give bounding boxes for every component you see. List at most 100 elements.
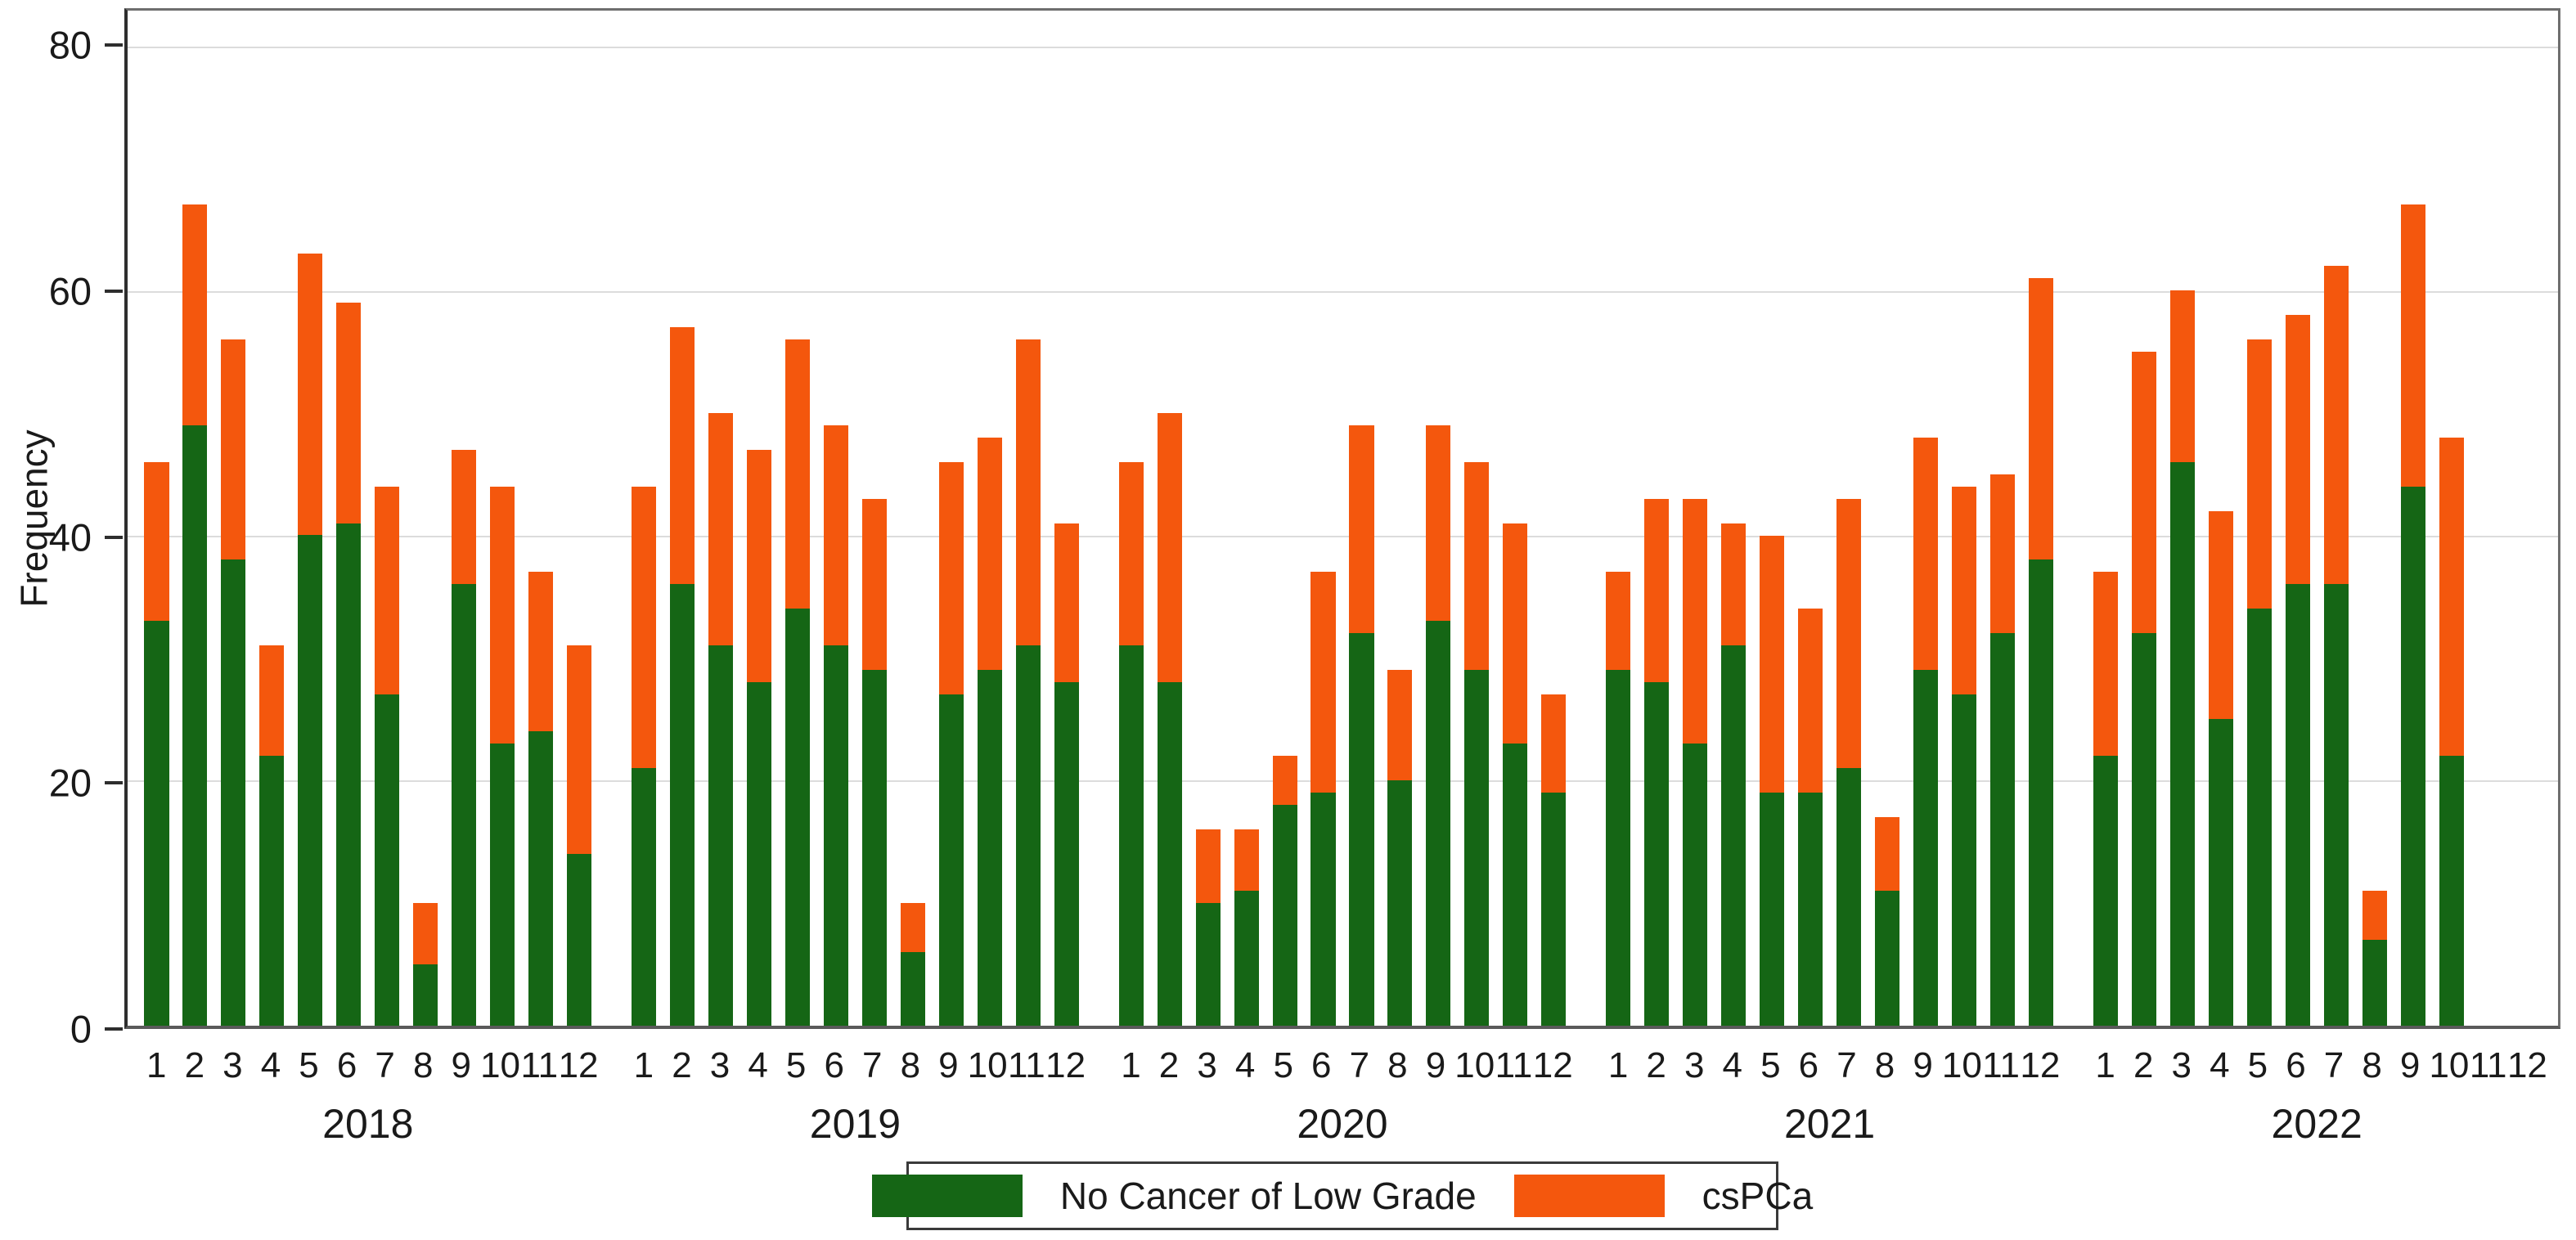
bar-segment-cspca-2019-10 bbox=[977, 437, 1002, 671]
bar-slot-2018-1 bbox=[137, 8, 176, 1026]
month-label-2021-8: 8 bbox=[1874, 1045, 1895, 1085]
bar-slot-2022-4 bbox=[2201, 8, 2240, 1026]
month-label-2019-2: 2 bbox=[672, 1045, 692, 1085]
bar-segment-no-cancer-2020-7 bbox=[1349, 633, 1374, 1026]
month-axis-labels: 1 2 3 4 5 6 7 8 9 10 11 12 1 2 3 4 5 6 7 8 9 10 11 12 1 2 3 4 5 6 7 8 9 1… bbox=[124, 1040, 2560, 1091]
bar-segment-cspca-2018-2 bbox=[182, 204, 208, 425]
bar-segment-cspca-2018-11 bbox=[528, 572, 554, 732]
bar-slot-2019-4 bbox=[740, 8, 779, 1026]
bar-segment-no-cancer-2018-1 bbox=[144, 621, 169, 1026]
bar-segment-no-cancer-2018-10 bbox=[490, 744, 515, 1026]
bar-segment-cspca-2019-11 bbox=[1015, 339, 1041, 646]
bar-segment-cspca-2019-6 bbox=[823, 425, 848, 646]
bar-segment-no-cancer-2020-2 bbox=[1157, 682, 1182, 1026]
bar-slot-2022-12 bbox=[2509, 8, 2547, 1026]
bar-segment-no-cancer-2021-8 bbox=[1875, 891, 1900, 1026]
month-label-2018-6: 6 bbox=[336, 1045, 357, 1085]
month-label-2020-8: 8 bbox=[1387, 1045, 1408, 1085]
bar-segment-cspca-2021-2 bbox=[1644, 498, 1670, 683]
bar-slot-2020-5 bbox=[1266, 8, 1304, 1026]
bar-2021-9 bbox=[1913, 8, 1939, 1026]
bar-segment-cspca-2018-7 bbox=[375, 486, 400, 695]
bar-segment-no-cancer-2019-8 bbox=[900, 952, 925, 1026]
y-tick-label-80: 80 bbox=[48, 23, 92, 67]
bar-2018-2 bbox=[182, 8, 208, 1026]
month-label-2021-3: 3 bbox=[1684, 1045, 1705, 1085]
bar-segment-cspca-2019-7 bbox=[861, 498, 887, 671]
bar-slot-2020-7 bbox=[1342, 8, 1381, 1026]
bar-segment-cspca-2021-10 bbox=[1951, 486, 1976, 695]
bar-slot-2018-8 bbox=[407, 8, 445, 1026]
gridline-80 bbox=[128, 46, 2558, 48]
bar-2018-3 bbox=[221, 8, 246, 1026]
bar-segment-cspca-2019-12 bbox=[1054, 523, 1079, 683]
bar-2020-5 bbox=[1272, 8, 1297, 1026]
bar-segment-cspca-2021-1 bbox=[1606, 572, 1631, 671]
bar-slot-2022-5 bbox=[2240, 8, 2278, 1026]
month-label-2020-10: 10 bbox=[1454, 1045, 1495, 1085]
bar-segment-cspca-2021-5 bbox=[1760, 535, 1785, 793]
bar-segment-no-cancer-2020-1 bbox=[1118, 645, 1144, 1026]
month-label-2021-9: 9 bbox=[1913, 1045, 1933, 1085]
month-label-2021-6: 6 bbox=[1798, 1045, 1819, 1085]
bar-2020-3 bbox=[1195, 8, 1221, 1026]
month-label-2021-7: 7 bbox=[1836, 1045, 1857, 1085]
month-label-2019-5: 5 bbox=[785, 1045, 807, 1085]
bar-segment-no-cancer-2019-1 bbox=[632, 768, 657, 1026]
month-label-2020-4: 4 bbox=[1234, 1045, 1256, 1085]
bar-slot-2020-3 bbox=[1189, 8, 1227, 1026]
bar-segment-no-cancer-2020-5 bbox=[1272, 805, 1297, 1026]
bar-segment-cspca-2020-12 bbox=[1541, 694, 1567, 793]
bar-slot-2019-1 bbox=[625, 8, 663, 1026]
month-labels-2018: 1 2 3 4 5 6 7 8 9 10 11 12 bbox=[124, 1040, 612, 1091]
bar-2020-11 bbox=[1503, 8, 1528, 1026]
bar-segment-cspca-2019-4 bbox=[746, 449, 771, 683]
month-label-2019-7: 7 bbox=[862, 1045, 883, 1085]
y-tick-mark-60 bbox=[105, 289, 123, 293]
month-label-2018-8: 8 bbox=[412, 1045, 434, 1085]
month-label-2021-5: 5 bbox=[1760, 1045, 1781, 1085]
bar-2020-1 bbox=[1118, 8, 1144, 1026]
bar-2021-10 bbox=[1951, 8, 1976, 1026]
month-label-2018-7: 7 bbox=[375, 1045, 395, 1085]
month-label-2019-11: 11 bbox=[1008, 1045, 1045, 1085]
bar-2021-3 bbox=[1683, 8, 1708, 1026]
month-label-2022-12: 12 bbox=[2506, 1045, 2547, 1085]
month-label-2020-1: 1 bbox=[1121, 1045, 1141, 1085]
bar-segment-cspca-2022-5 bbox=[2246, 339, 2272, 609]
bar-slot-2018-10 bbox=[483, 8, 522, 1026]
gridline-60 bbox=[128, 290, 2558, 293]
bar-slot-2018-7 bbox=[368, 8, 407, 1026]
bar-slot-2020-9 bbox=[1419, 8, 1458, 1026]
month-labels-2021: 1 2 3 4 5 6 7 8 9 10 11 12 bbox=[1586, 1040, 2074, 1091]
bar-segment-no-cancer-2021-2 bbox=[1644, 682, 1670, 1026]
month-label-2018-1: 1 bbox=[146, 1045, 167, 1085]
bar-slot-2019-5 bbox=[778, 8, 816, 1026]
bar-segment-cspca-2020-4 bbox=[1234, 829, 1259, 892]
bar-2022-6 bbox=[2285, 8, 2310, 1026]
month-label-2022-2: 2 bbox=[2133, 1045, 2154, 1085]
month-label-2019-6: 6 bbox=[824, 1045, 844, 1085]
bar-2019-11 bbox=[1015, 8, 1041, 1026]
month-label-2018-9: 9 bbox=[451, 1045, 472, 1085]
bar-segment-cspca-2022-4 bbox=[2208, 510, 2233, 720]
bar-2019-3 bbox=[708, 8, 734, 1026]
month-label-2022-3: 3 bbox=[2171, 1045, 2192, 1085]
month-label-2019-10: 10 bbox=[967, 1045, 1008, 1085]
bar-segment-cspca-2020-9 bbox=[1426, 425, 1451, 622]
bar-2021-8 bbox=[1875, 8, 1900, 1026]
bar-segment-no-cancer-2020-8 bbox=[1387, 780, 1413, 1026]
month-label-2020-3: 3 bbox=[1197, 1045, 1217, 1085]
bar-segment-cspca-2020-1 bbox=[1118, 461, 1144, 646]
bar-segment-cspca-2020-7 bbox=[1349, 425, 1374, 634]
month-label-2022-5: 5 bbox=[2247, 1045, 2268, 1085]
bar-segment-cspca-2022-2 bbox=[2131, 351, 2156, 634]
month-label-2022-10: 10 bbox=[2429, 1045, 2470, 1085]
year-group-2019 bbox=[612, 8, 1099, 1026]
bar-2021-7 bbox=[1836, 8, 1862, 1026]
bar-segment-cspca-2019-5 bbox=[784, 339, 810, 609]
bar-segment-no-cancer-2021-9 bbox=[1913, 670, 1939, 1026]
bar-2020-4 bbox=[1234, 8, 1259, 1026]
bar-2018-9 bbox=[452, 8, 477, 1026]
